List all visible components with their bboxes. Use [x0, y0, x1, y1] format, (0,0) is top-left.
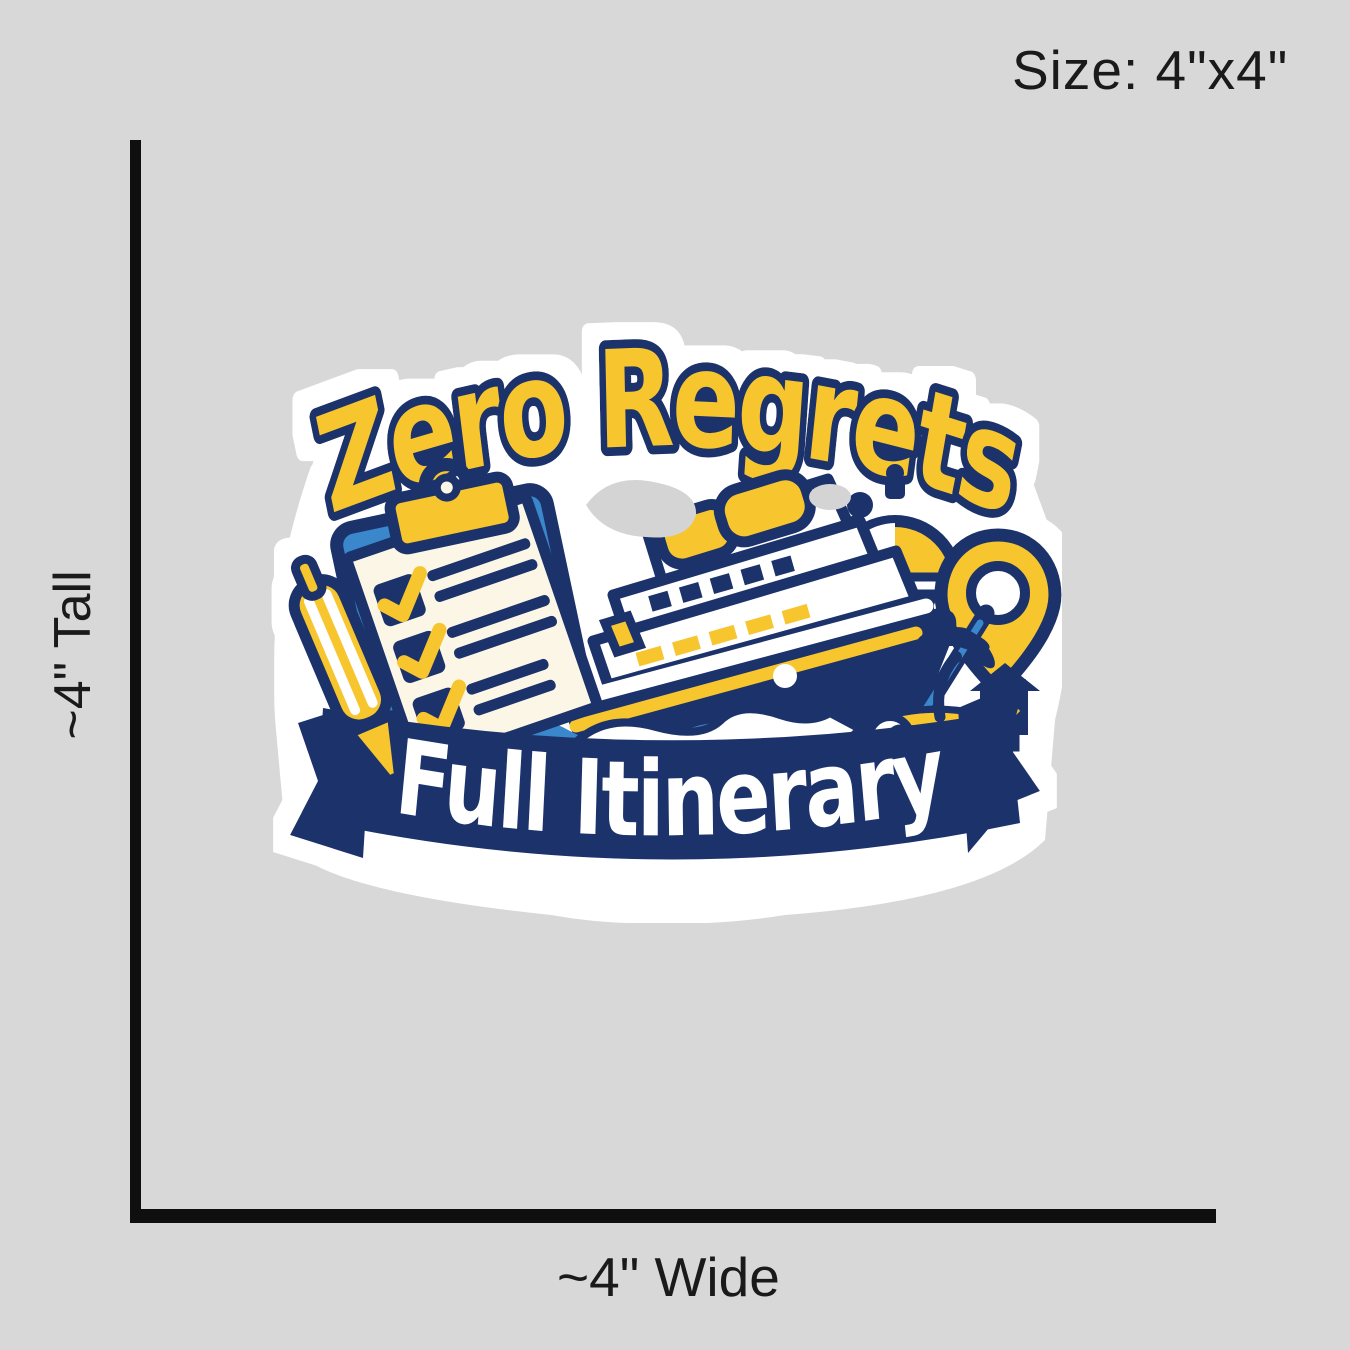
- checklist-row: [393, 595, 557, 683]
- checklist-row: [373, 538, 538, 627]
- checklist-row: [412, 658, 556, 740]
- size-note: Size: 4"x4": [1012, 39, 1289, 101]
- die-cut-hole: [586, 480, 697, 538]
- sticker-image: Zero Regrets: [268, 283, 1062, 923]
- height-axis-line: [130, 140, 141, 1223]
- height-dimension-label: ~4" Tall: [44, 570, 102, 740]
- sticker-graphic: Zero Regrets: [288, 313, 1062, 907]
- width-axis-line: [130, 1209, 1216, 1223]
- die-cut-hole: [809, 484, 851, 510]
- clipboard-icon: [330, 458, 603, 773]
- ribbon-banner: Full Itinerary: [290, 679, 1040, 860]
- pen-icon: [288, 554, 404, 787]
- width-dimension-label: ~4" Wide: [557, 1246, 780, 1308]
